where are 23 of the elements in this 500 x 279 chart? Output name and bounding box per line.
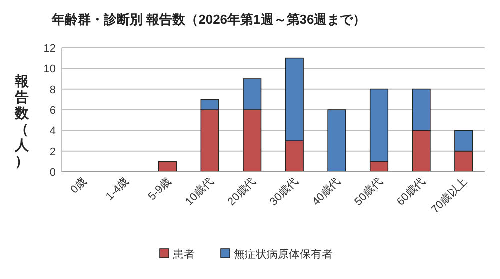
x-tick-label: 10歳代 — [182, 174, 216, 208]
legend-label: 無症状病原体保有者 — [234, 248, 333, 261]
y-tick-label: 6 — [50, 105, 56, 117]
y-tick-label: 2 — [50, 146, 56, 158]
x-tick-label: 1-4歳 — [103, 174, 132, 204]
x-tick-label: 60歳代 — [394, 174, 428, 208]
y-tick-label: 10 — [44, 64, 56, 76]
x-tick-label: 70歳以上 — [428, 174, 470, 216]
chart-title: 年齢群・診断別 報告数（2026年第1週～第36週まで） — [51, 12, 366, 27]
x-tick-label: 5-9歳 — [146, 174, 174, 204]
x-tick-label: 40歳代 — [310, 174, 344, 208]
x-tick-label: 30歳代 — [267, 174, 301, 208]
legend-label: 患者 — [172, 248, 195, 261]
y-axis-title: 報告数（人） — [14, 73, 30, 169]
x-tick-label: 0歳 — [68, 174, 90, 196]
x-tick-label: 50歳代 — [352, 174, 386, 208]
y-tick-label: 12 — [44, 43, 56, 55]
bar — [158, 161, 178, 172]
y-tick-label: 8 — [50, 84, 56, 96]
x-tick-label: 20歳代 — [225, 174, 258, 208]
y-tick-label: 0 — [50, 167, 56, 179]
y-tick-label: 4 — [50, 126, 56, 138]
bar — [328, 110, 346, 172]
